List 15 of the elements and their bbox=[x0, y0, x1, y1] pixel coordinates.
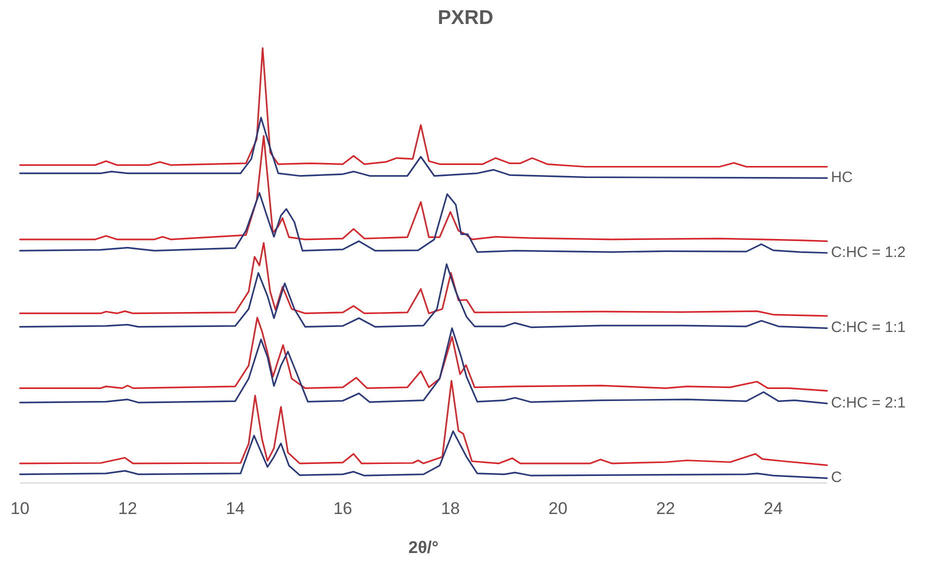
x-tick-label: 16 bbox=[333, 499, 352, 518]
series-label: C bbox=[831, 469, 842, 486]
x-axis-title: 2θ/° bbox=[408, 538, 439, 557]
series-label: C:HC = 2:1 bbox=[831, 394, 906, 412]
x-tick-label: 12 bbox=[118, 499, 138, 518]
series-label: C:HC = 1:2 bbox=[831, 244, 906, 261]
x-tick-label: 22 bbox=[656, 499, 676, 518]
x-tick-label: 14 bbox=[226, 499, 245, 518]
x-tick-label: 10 bbox=[10, 499, 30, 518]
x-tick-label: 20 bbox=[548, 499, 568, 518]
series-label: HC bbox=[831, 169, 853, 186]
x-tick-label: 24 bbox=[764, 499, 783, 518]
series-label: C:HC = 1:1 bbox=[831, 319, 906, 336]
x-tick-label: 18 bbox=[440, 499, 460, 518]
chart-title: PXRD bbox=[438, 7, 494, 29]
